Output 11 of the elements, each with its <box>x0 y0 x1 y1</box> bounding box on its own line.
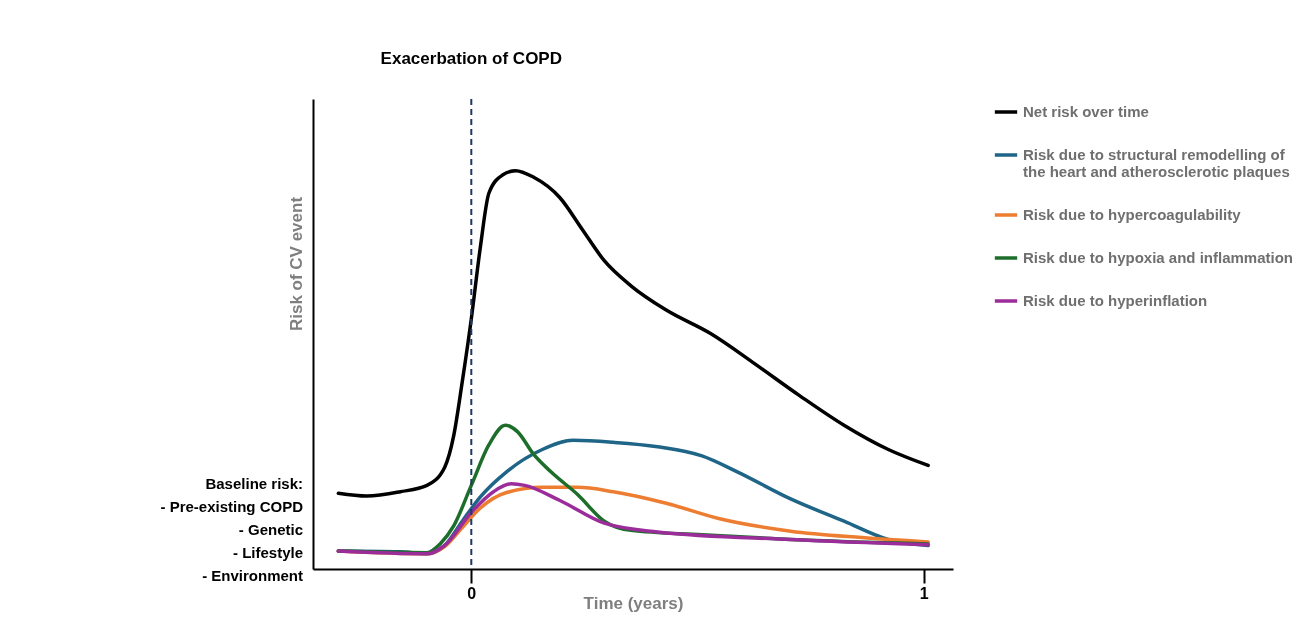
legend-label: Risk due to hypercoagulability <box>1023 206 1242 223</box>
x-tick-label: 0 <box>467 584 477 602</box>
x-tick-label: 1 <box>919 584 929 602</box>
x-axis-title: Time (years) <box>583 593 684 613</box>
ref-line-label: Exacerbation of COPD <box>380 49 562 68</box>
legend-label: Risk due to hypoxia and inflammation <box>1023 249 1294 266</box>
legend-label: Net risk over time <box>1023 103 1149 120</box>
legend-label: Risk due to hyperinflation <box>1023 292 1208 309</box>
y-axis-title: Risk of CV event <box>286 196 306 332</box>
legend-label: Risk due to structural remodelling of the heart and atherosclerotic plaques <box>1023 146 1290 180</box>
text: Baseline risk: - Pre-existing COPD - Genetic - Lifestyle - Environment <box>160 475 304 585</box>
